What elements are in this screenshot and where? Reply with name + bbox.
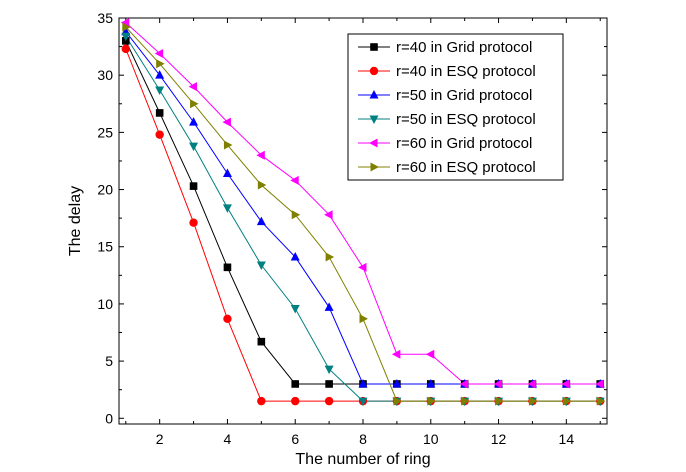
data-point-s5 [561, 379, 570, 389]
legend-label: r=50 in ESQ protocol [396, 111, 536, 128]
data-point-s4 [222, 204, 232, 213]
data-point-s1 [223, 263, 232, 272]
legend-label: r=60 in Grid protocol [396, 135, 532, 152]
data-point-s4 [290, 304, 300, 314]
y-tick-label: 35 [97, 10, 113, 26]
data-point-s1 [155, 109, 164, 117]
data-point-s2 [121, 44, 130, 54]
x-axis-label: The number of ring [295, 451, 430, 468]
legend-label: r=40 in Grid protocol [396, 39, 532, 56]
legend-marker [369, 115, 379, 124]
x-tick-label: 4 [224, 431, 232, 447]
data-point-s5 [391, 349, 401, 359]
data-point-s1 [257, 337, 266, 346]
data-point-s5 [358, 262, 367, 272]
data-point-s2 [324, 396, 334, 406]
legend-marker [369, 90, 379, 99]
y-tick-label: 30 [97, 67, 113, 83]
data-point-s5 [290, 175, 299, 185]
x-tick-label: 6 [291, 431, 299, 447]
data-point-s5 [459, 379, 469, 389]
data-point-s2 [291, 396, 300, 406]
x-tick-label: 8 [359, 431, 367, 447]
data-point-s5 [256, 150, 265, 160]
x-tick-label: 10 [423, 431, 439, 447]
data-point-s6 [461, 396, 470, 406]
data-point-s5 [527, 379, 536, 389]
data-point-s6 [223, 140, 233, 150]
series-markers [120, 18, 606, 407]
axis-ticks: 2 4 6 8 10 12 14 0 5 10 15 20 25 30 35 [97, 10, 607, 447]
y-tick-label: 20 [97, 182, 113, 198]
legend-box [347, 33, 564, 181]
data-point-s6 [325, 252, 335, 262]
legend-marker [369, 66, 379, 76]
data-point-s5 [222, 117, 231, 127]
y-tick-label: 25 [97, 124, 113, 140]
data-point-s5 [154, 48, 164, 58]
x-tick-label: 14 [559, 431, 575, 447]
data-point-s4 [324, 365, 334, 375]
y-tick-label: 5 [105, 353, 113, 369]
data-point-s3 [222, 168, 232, 178]
y-tick-label: 15 [97, 239, 113, 255]
data-point-s2 [257, 396, 266, 406]
data-point-s3 [155, 70, 165, 79]
data-point-s2 [223, 314, 232, 323]
data-point-s6 [495, 396, 504, 406]
data-point-s4 [121, 32, 131, 42]
data-point-s3 [392, 378, 402, 388]
data-point-s4 [155, 86, 165, 96]
data-point-s4 [358, 397, 368, 407]
data-point-s3 [189, 117, 199, 126]
data-point-s6 [596, 396, 606, 406]
x-tick-label: 12 [491, 431, 507, 447]
data-point-s6 [190, 99, 199, 109]
y-tick-label: 10 [97, 296, 113, 312]
data-point-s5 [493, 379, 503, 389]
x-tick-label: 2 [156, 431, 164, 447]
legend-label: r=50 in Grid protocol [396, 87, 532, 104]
data-point-s6 [257, 180, 267, 190]
data-point-s6 [359, 314, 368, 324]
data-point-s6 [427, 396, 436, 406]
data-point-s1 [325, 380, 333, 388]
data-point-s5 [595, 379, 604, 389]
data-point-s3 [324, 302, 334, 311]
data-point-s3 [358, 378, 368, 388]
y-axis-label: The delay [67, 186, 84, 256]
data-point-s3 [256, 216, 266, 226]
data-point-s4 [189, 142, 199, 152]
data-point-s5 [425, 349, 435, 359]
data-point-s6 [122, 22, 131, 32]
data-point-s2 [189, 218, 198, 227]
data-point-s6 [562, 396, 572, 406]
data-point-s4 [256, 261, 266, 271]
data-point-s6 [156, 59, 165, 69]
legend-marker [370, 162, 379, 172]
data-point-s5 [188, 82, 198, 92]
data-point-s6 [528, 396, 538, 406]
data-point-s5 [324, 210, 333, 220]
legend: r=40 in Grid protocol r=40 in ESQ protoco… [347, 33, 564, 181]
legend-label: r=40 in ESQ protocol [396, 63, 536, 80]
data-point-s3 [290, 252, 300, 261]
data-point-s1 [189, 182, 198, 190]
y-tick-label: 0 [105, 410, 113, 426]
legend-marker [369, 138, 378, 148]
data-point-s3 [426, 378, 436, 388]
legend-label: r=60 in ESQ protocol [396, 159, 536, 176]
data-point-s2 [155, 130, 164, 139]
data-point-s5 [120, 18, 130, 28]
legend-marker [370, 43, 378, 51]
data-point-s6 [291, 210, 301, 220]
data-point-s1 [291, 380, 300, 388]
data-point-s6 [393, 396, 402, 406]
